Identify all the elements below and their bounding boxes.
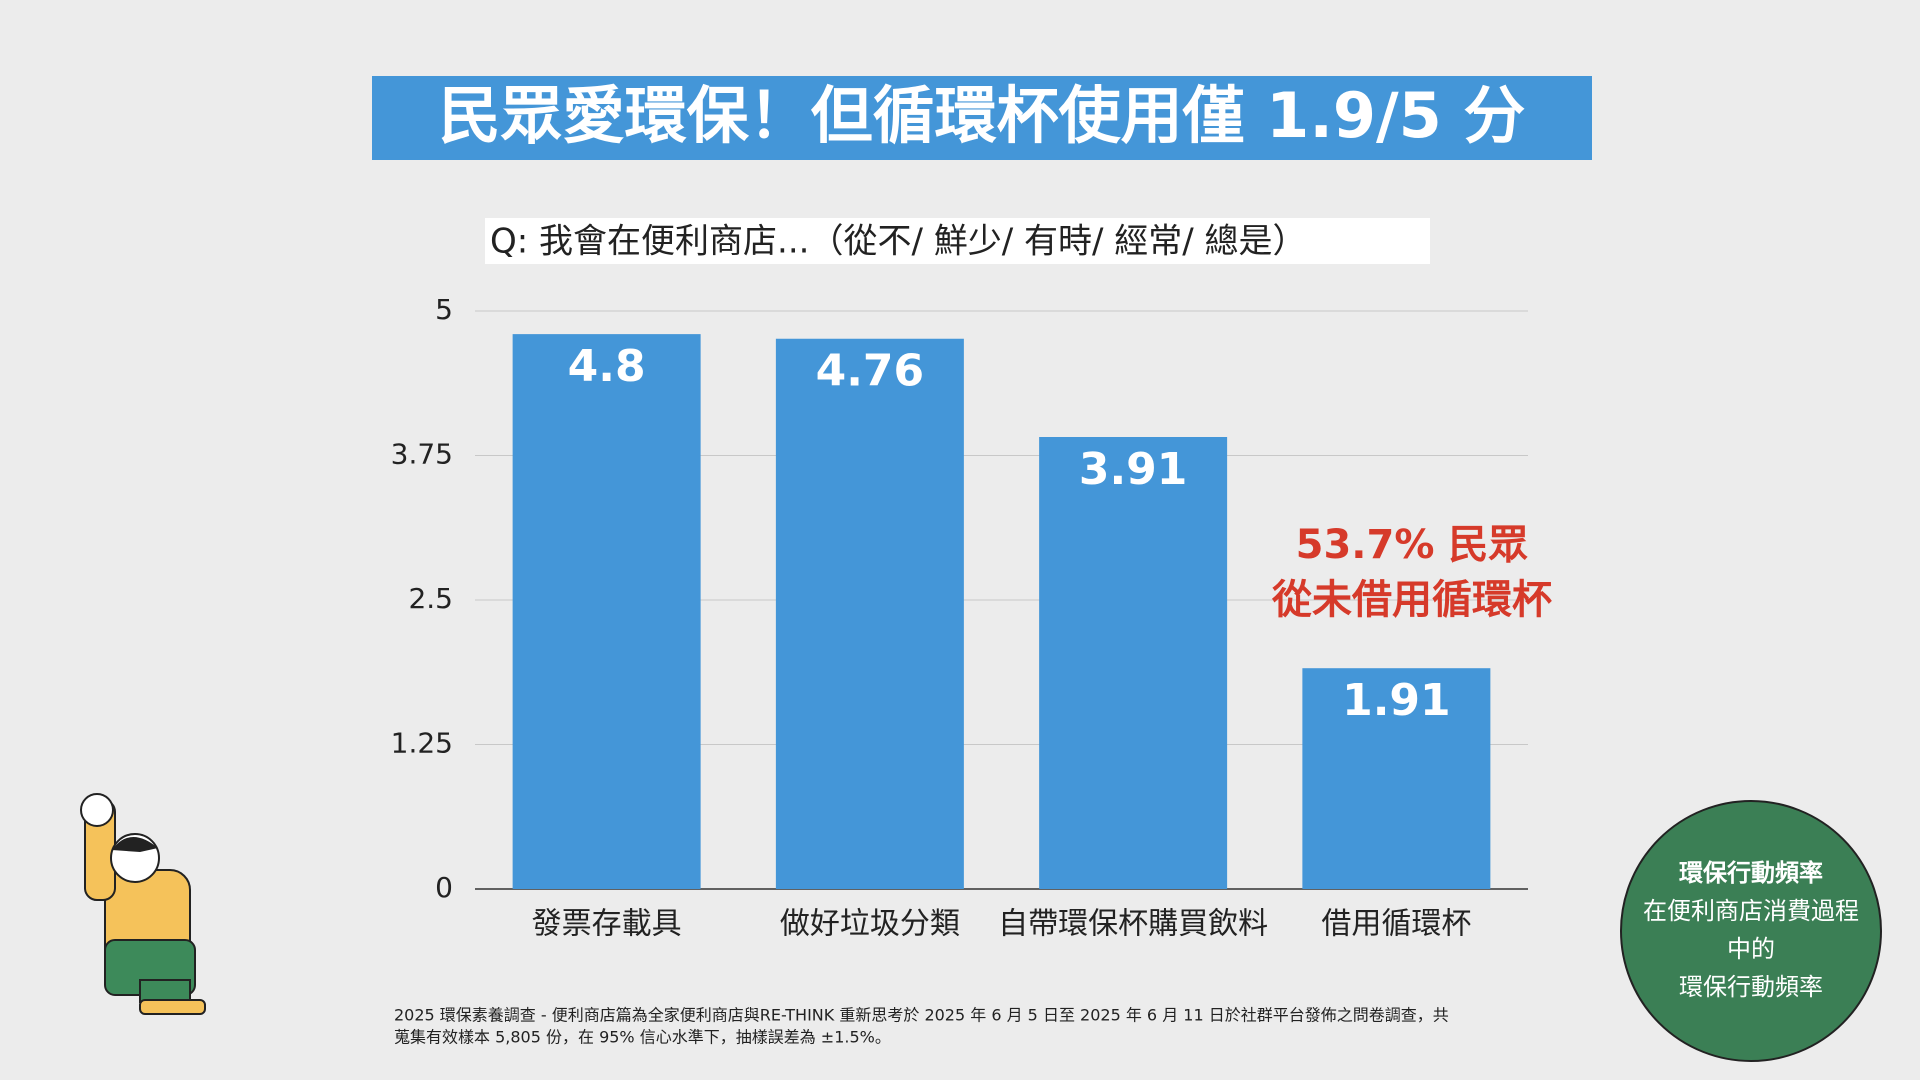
- badge-text: 環保行動頻率: [1679, 973, 1823, 1001]
- badge-text: 在便利商店消費過程: [1643, 897, 1859, 925]
- y-tick-label: 0: [435, 871, 453, 904]
- title-banner: [372, 76, 1592, 160]
- x-tick-label: 發票存載具: [532, 907, 682, 942]
- y-tick-label: 1.25: [391, 727, 453, 760]
- chart-title: 民眾愛環保！但循環杯使用僅 1.9/5 分: [439, 79, 1526, 152]
- bar: [775, 338, 964, 889]
- y-tick-label: 3.75: [391, 438, 453, 471]
- value-label: 4.76: [816, 346, 925, 397]
- value-label: 3.91: [1079, 444, 1188, 495]
- value-label: 4.8: [568, 341, 646, 392]
- badge-text: 環保行動頻率: [1679, 859, 1823, 887]
- subtitle-box: [485, 218, 1430, 264]
- x-tick-label: 借用循環杯: [1321, 907, 1471, 942]
- badge: [1620, 800, 1882, 1062]
- character: [80, 793, 206, 1015]
- x-tick-label: 做好垃圾分類: [780, 907, 960, 942]
- y-tick-label: 2.5: [408, 582, 453, 615]
- y-tick-label: 5: [435, 293, 453, 326]
- x-tick-label: 自帶環保杯購買飲料: [998, 907, 1268, 942]
- annotation: 53.7% 民眾: [1296, 522, 1529, 568]
- chart-subtitle: Q: 我會在便利商店...（從不/ 鮮少/ 有時/ 經常/ 總是）: [490, 222, 1307, 262]
- bar: [1039, 437, 1228, 889]
- value-label: 1.91: [1342, 675, 1451, 726]
- bar: [512, 334, 701, 889]
- footnote: 2025 環保素養調查 - 便利商店篇為全家便利商店與RE-THINK 重新思考…: [394, 1006, 1449, 1025]
- bar: [1302, 668, 1491, 889]
- footnote: 蒐集有效樣本 5,805 份，在 95% 信心水準下，抽樣誤差為 ±1.5%。: [394, 1028, 891, 1047]
- badge-text: 中的: [1727, 935, 1775, 963]
- annotation: 從未借用循環杯: [1271, 577, 1552, 623]
